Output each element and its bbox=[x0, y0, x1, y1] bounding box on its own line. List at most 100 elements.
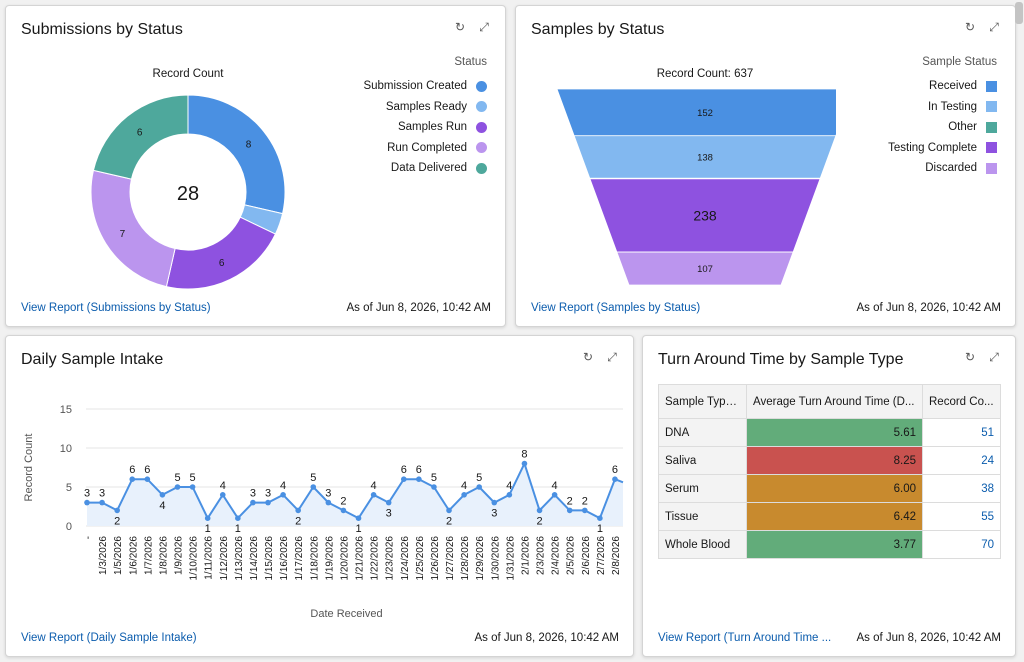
view-report-link[interactable]: View Report (Daily Sample Intake) bbox=[21, 632, 197, 644]
data-point[interactable] bbox=[159, 492, 166, 498]
legend-swatch bbox=[476, 80, 487, 92]
data-point[interactable] bbox=[235, 515, 241, 521]
legend-item-in-testing[interactable]: In Testing bbox=[888, 97, 997, 118]
data-point[interactable] bbox=[84, 499, 90, 506]
column-header-label: Sample Typ... bbox=[665, 395, 736, 408]
data-point[interactable] bbox=[310, 484, 317, 490]
table-row[interactable]: DNA 5.61 51 bbox=[658, 418, 1001, 447]
data-point[interactable] bbox=[597, 515, 603, 521]
table-row[interactable]: Saliva 8.25 24 bbox=[658, 446, 1001, 475]
data-point[interactable] bbox=[370, 492, 377, 498]
data-point[interactable] bbox=[189, 484, 196, 490]
column-header-average-tat[interactable]: Average Turn Around Time (D... bbox=[746, 384, 923, 419]
data-point[interactable] bbox=[581, 507, 588, 514]
table-row[interactable]: Whole Blood 3.77 70 bbox=[658, 530, 1001, 559]
record-count-cell[interactable]: 38 bbox=[922, 474, 1001, 503]
funnel-segment-discarded[interactable] bbox=[616, 251, 794, 286]
data-point[interactable] bbox=[114, 507, 120, 514]
data-point[interactable] bbox=[506, 492, 513, 498]
data-point[interactable] bbox=[446, 507, 452, 514]
legend-label: Data Delivered bbox=[390, 162, 467, 175]
sample-type-cell: Saliva bbox=[658, 446, 747, 475]
data-point[interactable] bbox=[431, 484, 437, 490]
data-point[interactable] bbox=[144, 476, 151, 482]
data-point[interactable] bbox=[325, 499, 332, 506]
slice-data-label: 7 bbox=[120, 229, 126, 240]
data-point[interactable] bbox=[476, 484, 482, 490]
expand-icon[interactable]: ⤢ bbox=[989, 20, 999, 34]
expand-icon[interactable]: ⤢ bbox=[479, 20, 489, 34]
legend-item-received[interactable]: Received bbox=[888, 76, 997, 97]
data-point[interactable] bbox=[385, 499, 392, 506]
record-count-cell[interactable]: 70 bbox=[922, 530, 1001, 559]
record-count-cell[interactable]: 24 bbox=[922, 446, 1001, 475]
data-point[interactable] bbox=[174, 484, 181, 490]
data-point[interactable] bbox=[340, 507, 347, 514]
legend-swatch bbox=[476, 162, 487, 174]
legend-item-samples-run[interactable]: Samples Run bbox=[363, 117, 487, 138]
card-actions: ↻ ⤢ bbox=[963, 350, 1001, 364]
legend-item-discarded[interactable]: Discarded bbox=[888, 158, 997, 179]
record-count-cell[interactable]: 55 bbox=[922, 502, 1001, 531]
expand-icon[interactable]: ⤢ bbox=[989, 350, 999, 364]
refresh-icon[interactable]: ↻ bbox=[964, 20, 976, 34]
data-point[interactable] bbox=[521, 460, 528, 467]
card-actions: ↻ ⤢ bbox=[581, 350, 619, 364]
table-row[interactable]: Serum 6.00 38 bbox=[658, 474, 1001, 503]
data-point[interactable] bbox=[461, 492, 467, 498]
view-report-link[interactable]: View Report (Turn Around Time ... bbox=[658, 632, 832, 644]
funnel-chart: Record Count: 637 152 138 238 107 bbox=[556, 68, 836, 286]
column-header-sample-type[interactable]: Sample Typ... 1 bbox=[658, 384, 747, 419]
data-point[interactable] bbox=[612, 476, 618, 482]
data-point[interactable] bbox=[99, 499, 105, 506]
legend-item-samples-ready[interactable]: Samples Ready bbox=[363, 97, 487, 118]
refresh-icon[interactable]: ↻ bbox=[454, 20, 466, 34]
legend-swatch bbox=[476, 142, 487, 154]
donut-slice-data-delivered[interactable] bbox=[92, 94, 189, 180]
data-point[interactable] bbox=[566, 507, 573, 514]
data-point[interactable] bbox=[280, 492, 286, 498]
data-point[interactable] bbox=[295, 507, 301, 514]
data-point[interactable] bbox=[355, 515, 362, 521]
x-tick-label: 1/8/2026 bbox=[158, 536, 169, 575]
point-data-label: 1 bbox=[235, 523, 241, 535]
data-point[interactable] bbox=[400, 476, 407, 482]
refresh-icon[interactable]: ↻ bbox=[964, 350, 976, 364]
data-point[interactable] bbox=[250, 499, 256, 506]
data-point[interactable] bbox=[491, 499, 498, 506]
data-point[interactable] bbox=[536, 507, 543, 514]
data-point[interactable] bbox=[204, 515, 211, 521]
card-actions: ↻ ⤢ bbox=[963, 20, 1001, 34]
data-point[interactable] bbox=[265, 499, 271, 506]
donut-slice-samples-run[interactable] bbox=[165, 216, 277, 290]
column-header-record-count[interactable]: Record Co... bbox=[922, 384, 1001, 419]
point-data-label: 3 bbox=[99, 488, 105, 500]
refresh-icon[interactable]: ↻ bbox=[582, 350, 594, 364]
sample-type-cell: Serum bbox=[658, 474, 747, 503]
record-count-cell[interactable]: 51 bbox=[922, 418, 1001, 447]
data-point[interactable] bbox=[416, 476, 422, 482]
table-row[interactable]: Tissue 6.42 55 bbox=[658, 502, 1001, 531]
x-tick-label: 1/20/2026 bbox=[339, 536, 350, 581]
legend-item-testing-complete[interactable]: Testing Complete bbox=[888, 138, 997, 159]
point-data-label: 6 bbox=[612, 464, 618, 476]
data-point[interactable] bbox=[219, 492, 226, 498]
point-data-label: 3 bbox=[386, 508, 392, 520]
data-point[interactable] bbox=[551, 492, 558, 498]
x-tick-label: 1/19/2026 bbox=[324, 536, 335, 581]
legend-item-run-completed[interactable]: Run Completed bbox=[363, 138, 487, 159]
view-report-link[interactable]: View Report (Samples by Status) bbox=[531, 302, 701, 314]
sample-status-legend: Sample Status Received In Testing Other Tes… bbox=[888, 56, 997, 179]
donut-slice-submission-created[interactable] bbox=[187, 94, 286, 215]
legend-item-submission-created[interactable]: Submission Created bbox=[363, 76, 487, 97]
legend-swatch bbox=[476, 101, 487, 113]
expand-icon[interactable]: ⤢ bbox=[607, 350, 617, 364]
legend-item-data-delivered[interactable]: Data Delivered bbox=[363, 158, 487, 179]
page-scrollbar[interactable] bbox=[1015, 2, 1023, 24]
y-tick-label: 0 bbox=[66, 521, 72, 533]
data-point[interactable] bbox=[129, 476, 136, 482]
view-report-link[interactable]: View Report (Submissions by Status) bbox=[21, 302, 211, 314]
donut-slice-run-completed[interactable] bbox=[90, 169, 176, 288]
x-tick-label: 1/30/2026 bbox=[490, 536, 501, 581]
legend-item-other[interactable]: Other bbox=[888, 117, 997, 138]
